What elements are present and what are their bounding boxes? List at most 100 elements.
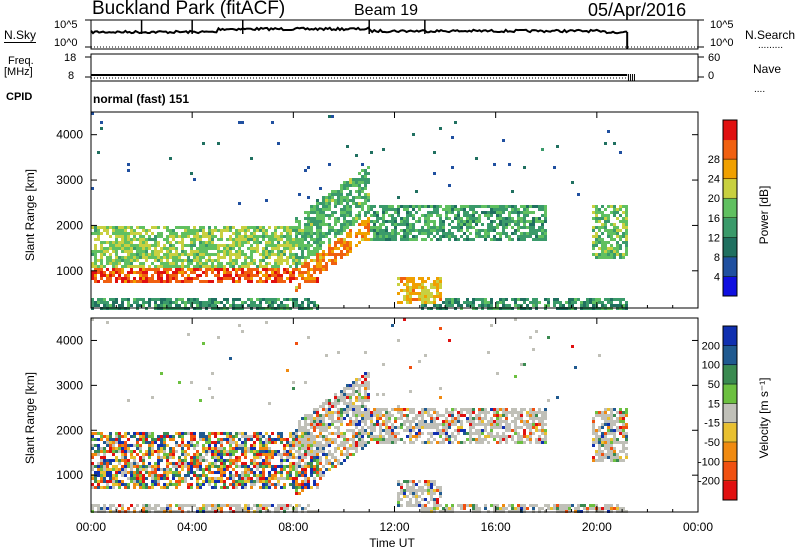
power-cell: [169, 157, 172, 160]
velocity-cell: [301, 456, 304, 459]
power-cell: [424, 232, 427, 235]
power-cell: [340, 250, 343, 253]
power-cell: [319, 229, 322, 232]
power-cell: [361, 190, 364, 193]
power-cell: [121, 298, 124, 301]
velocity-cell: [241, 507, 244, 510]
velocity-cell: [520, 435, 523, 438]
power-cell: [487, 229, 490, 232]
velocity-cell: [334, 465, 337, 468]
velocity-cell: [238, 465, 241, 468]
power-cell: [604, 220, 607, 223]
velocity-cell: [325, 444, 328, 447]
velocity-cell: [319, 435, 322, 438]
velocity-cell: [271, 483, 274, 486]
velocity-cell: [157, 447, 160, 450]
power-cell: [478, 229, 481, 232]
velocity-cell: [277, 432, 280, 435]
velocity-cell: [127, 459, 130, 462]
power-cell: [94, 244, 97, 247]
power-cell: [544, 238, 547, 241]
power-cell: [301, 232, 304, 235]
velocity-cell: [259, 471, 262, 474]
velocity-cell: [319, 420, 322, 423]
velocity-cell: [148, 504, 151, 507]
power-cell: [145, 280, 148, 283]
power-cell: [400, 235, 403, 238]
velocity-cell: [232, 468, 235, 471]
velocity-cell: [283, 447, 286, 450]
power-cell: [124, 298, 127, 301]
power-cell: [370, 205, 373, 208]
velocity-cell: [352, 402, 355, 405]
power-cell: [331, 262, 334, 265]
power-cell: [376, 232, 379, 235]
velocity-cell: [196, 480, 199, 483]
power-cell: [175, 280, 178, 283]
velocity-cell: [364, 399, 367, 402]
power-cell: [145, 268, 148, 271]
power-cell: [430, 220, 433, 223]
velocity-cell: [322, 438, 325, 441]
velocity-cell: [202, 504, 205, 507]
velocity-heatmap: [91, 318, 698, 513]
power-cell: [133, 280, 136, 283]
velocity-cell: [352, 423, 355, 426]
velocity-cell: [301, 480, 304, 483]
velocity-cell: [175, 465, 178, 468]
velocity-cell: [352, 432, 355, 435]
velocity-cell: [310, 462, 313, 465]
velocity-cell: [103, 465, 106, 468]
velocity-cell: [370, 420, 373, 423]
power-cell: [250, 238, 253, 241]
power-cell: [463, 301, 466, 304]
velocity-cell: [409, 501, 412, 504]
velocity-cell: [400, 489, 403, 492]
power-cell: [130, 262, 133, 265]
velocity-cell: [187, 453, 190, 456]
power-cell: [319, 226, 322, 229]
power-cell: [142, 298, 145, 301]
power-cell: [400, 280, 403, 283]
velocity-cell: [349, 417, 352, 420]
power-cell: [451, 235, 454, 238]
power-cell: [400, 289, 403, 292]
velocity-cell: [286, 459, 289, 462]
velocity-cell: [166, 462, 169, 465]
power-cell: [253, 274, 256, 277]
velocity-cell: [532, 420, 535, 423]
power-cell: [265, 229, 268, 232]
power-cell: [364, 238, 367, 241]
power-cell: [157, 244, 160, 247]
velocity-cell: [544, 429, 547, 432]
power-cell: [109, 259, 112, 262]
velocity-cell: [244, 450, 247, 453]
velocity-cell: [355, 405, 358, 408]
power-cell: [178, 226, 181, 229]
velocity-cell: [181, 435, 184, 438]
power-cell: [160, 271, 163, 274]
power-cell: [226, 250, 229, 253]
power-cell: [292, 244, 295, 247]
velocity-cell: [484, 411, 487, 414]
power-cell: [298, 229, 301, 232]
power-cell: [175, 226, 178, 229]
velocity-cell: [439, 429, 442, 432]
power-cell: [178, 256, 181, 259]
velocity-cell: [175, 480, 178, 483]
velocity-cell: [361, 411, 364, 414]
velocity-cell: [430, 483, 433, 486]
power-cell: [94, 274, 97, 277]
velocity-cell: [109, 462, 112, 465]
power-cell: [196, 229, 199, 232]
power-cell: [142, 238, 145, 241]
power-cell: [469, 220, 472, 223]
power-cell: [358, 178, 361, 181]
power-cell: [364, 232, 367, 235]
velocity-cell: [331, 462, 334, 465]
power-cell: [499, 223, 502, 226]
power-cell: [139, 277, 142, 280]
power-cell: [457, 229, 460, 232]
velocity-cell: [244, 444, 247, 447]
velocity-cell: [313, 435, 316, 438]
